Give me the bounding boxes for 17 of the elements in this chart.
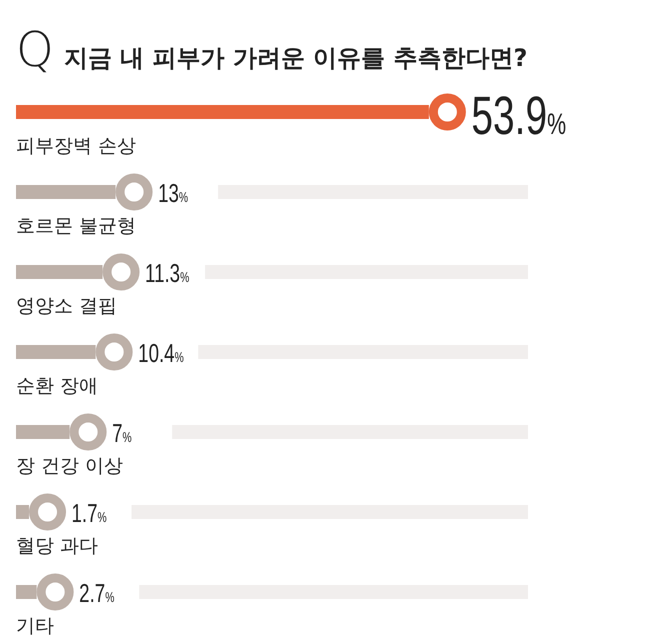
data-label: 13%	[158, 178, 188, 208]
data-label: 53.9%	[471, 84, 566, 146]
y-tick-label: 기타	[16, 615, 54, 637]
y-tick-label: 순환 장애	[16, 375, 98, 397]
bar	[16, 505, 30, 519]
y-tick-label: 피부장벽 손상	[16, 135, 136, 157]
data-label: 2.7%	[79, 578, 114, 608]
data-label: 1.7%	[72, 498, 107, 528]
y-tick-label: 혈당 과다	[16, 535, 98, 557]
y-tick-label: 장 건강 이상	[16, 455, 124, 477]
data-label: 11.3%	[145, 258, 190, 288]
data-label: 7%	[112, 418, 132, 448]
bar	[16, 585, 37, 599]
y-tick-label: 호르몬 불균형	[16, 215, 136, 237]
chart-title: Q 지금 내 피부가 가려운 이유를 추측한다면?	[16, 22, 528, 78]
data-label: 10.4%	[138, 338, 184, 368]
y-tick-label: 영양소 결핍	[16, 295, 118, 317]
